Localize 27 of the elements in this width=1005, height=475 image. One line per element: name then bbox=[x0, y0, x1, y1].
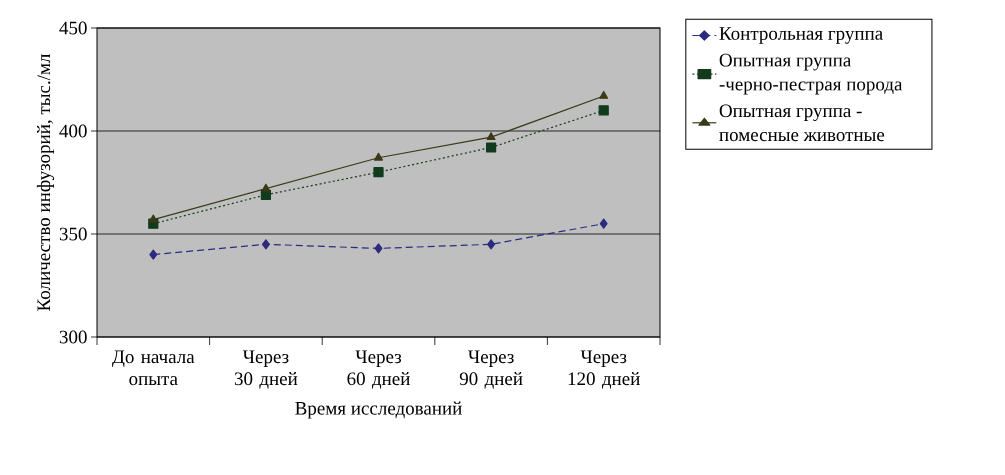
x-axis-title: Время исследований bbox=[295, 401, 462, 419]
point bbox=[599, 90, 609, 99]
point bbox=[486, 132, 496, 141]
point bbox=[373, 167, 384, 178]
point bbox=[261, 183, 271, 192]
point bbox=[148, 214, 158, 223]
y-tick-label: 300 bbox=[59, 330, 87, 344]
point bbox=[261, 239, 270, 250]
legend-label: Опытная группа - помесные животные bbox=[719, 104, 885, 142]
point bbox=[487, 239, 496, 250]
point bbox=[374, 152, 383, 161]
point bbox=[486, 142, 497, 153]
point bbox=[598, 105, 609, 116]
point bbox=[149, 249, 158, 260]
x-tick-label: До начала опыта bbox=[112, 350, 195, 386]
point bbox=[374, 243, 383, 254]
y-axis-title: Количество инфузорий, тыс./мл bbox=[36, 54, 55, 311]
legend-label: Контрольная группа bbox=[719, 27, 883, 44]
legend-label: Опытная группа -черно-пестрая порода bbox=[719, 53, 903, 95]
y-tick-label: 450 bbox=[59, 21, 87, 35]
x-tick-label: Через 30 дней bbox=[234, 350, 298, 389]
y-tick-label: 350 bbox=[59, 227, 87, 241]
y-tick-label: 400 bbox=[59, 124, 87, 138]
x-tick-label: Через 120 дней bbox=[568, 350, 640, 389]
x-tick-label: Через 60 дней bbox=[347, 350, 410, 389]
point bbox=[599, 218, 608, 229]
x-tick-label: Через 90 дней bbox=[459, 350, 523, 389]
